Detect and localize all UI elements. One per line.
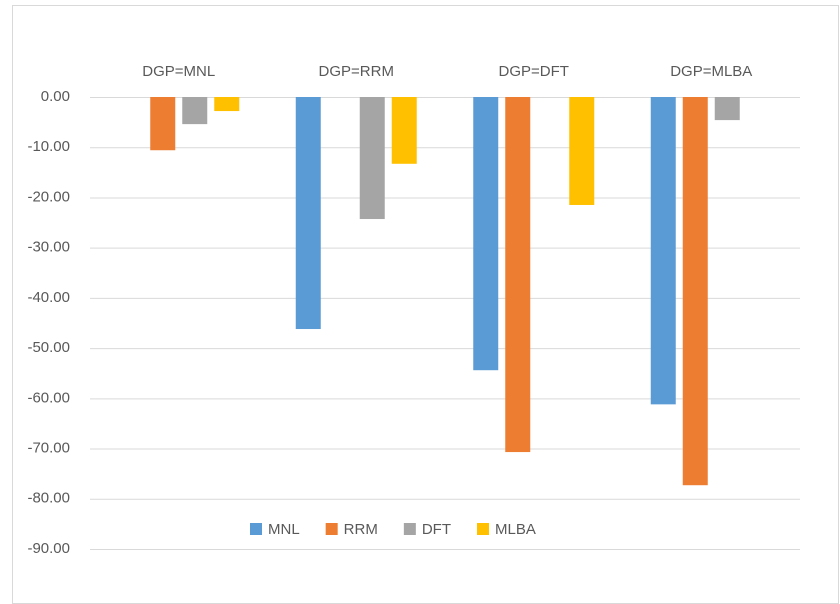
bar xyxy=(650,97,676,405)
bar xyxy=(391,97,417,164)
legend-swatch xyxy=(477,523,490,535)
category-label: DGP=RRM xyxy=(319,63,394,80)
bar xyxy=(182,97,208,125)
y-tick-label: -40.00 xyxy=(27,289,70,306)
bar xyxy=(150,97,176,151)
y-tick-label: -20.00 xyxy=(27,188,70,205)
legend-swatch xyxy=(403,523,416,535)
category-label: DGP=MNL xyxy=(142,63,215,80)
y-tick-label: -90.00 xyxy=(27,540,70,557)
legend-label: MLBA xyxy=(495,521,536,538)
y-tick-label: -70.00 xyxy=(27,440,70,457)
y-tick-label: 0.00 xyxy=(41,88,70,105)
y-tick-label: -80.00 xyxy=(27,490,70,507)
chart-frame xyxy=(12,5,839,604)
bar xyxy=(473,97,499,371)
bar xyxy=(359,97,385,220)
y-tick-label: -30.00 xyxy=(27,239,70,256)
legend-label: MNL xyxy=(268,521,300,538)
bar xyxy=(682,97,708,486)
y-tick-label: -50.00 xyxy=(27,339,70,356)
legend-label: RRM xyxy=(344,521,378,538)
y-tick-label: -60.00 xyxy=(27,389,70,406)
category-label: DGP=MLBA xyxy=(670,63,752,80)
bar xyxy=(214,97,240,112)
bar xyxy=(505,97,531,453)
y-tick-label: -10.00 xyxy=(27,138,70,155)
bar xyxy=(714,97,740,121)
legend-swatch xyxy=(325,523,338,535)
bar xyxy=(295,97,321,330)
category-label: DGP=DFT xyxy=(499,63,569,80)
legend-swatch xyxy=(250,523,262,535)
bar xyxy=(569,97,595,205)
legend-label: DFT xyxy=(422,521,451,538)
